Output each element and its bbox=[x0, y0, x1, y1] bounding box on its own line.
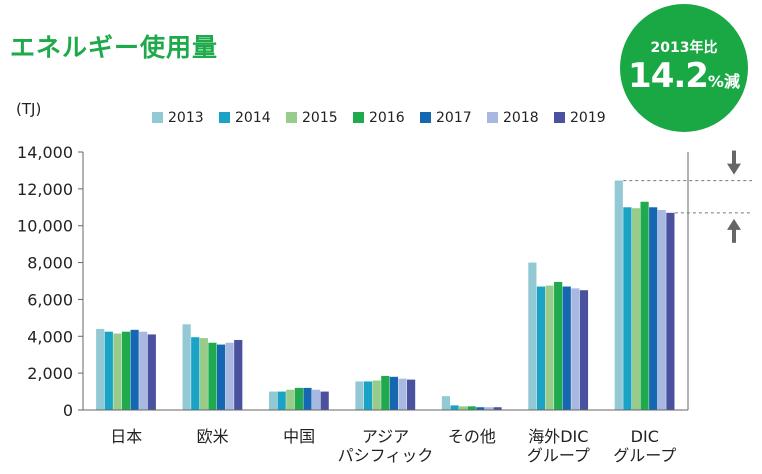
badge-baseline-label: 2013年比 bbox=[650, 40, 718, 56]
bar-2018-0 bbox=[139, 331, 148, 410]
bar-2013-0 bbox=[96, 328, 105, 410]
bar-2013-3 bbox=[355, 381, 364, 410]
bar-2015-1 bbox=[199, 338, 208, 410]
legend-label-2018: 2018 bbox=[503, 110, 539, 126]
y-tick-label: 2,000 bbox=[27, 364, 73, 383]
bar-2019-3 bbox=[407, 379, 416, 410]
bar-2019-2 bbox=[320, 391, 329, 410]
x-tick-label: アジア bbox=[362, 427, 409, 446]
up-arrow-head bbox=[727, 218, 741, 230]
legend-swatch-2015 bbox=[286, 112, 297, 123]
bar-2013-4 bbox=[441, 396, 451, 410]
legend-swatch-2018 bbox=[487, 112, 498, 123]
legend-swatch-2016 bbox=[353, 112, 364, 123]
legend-swatch-2019 bbox=[554, 112, 565, 123]
bar-2013-6 bbox=[614, 180, 623, 410]
bar-2018-3 bbox=[398, 378, 407, 410]
bar-2016-1 bbox=[208, 342, 217, 410]
bar-2015-6 bbox=[631, 208, 641, 410]
bar-2016-2 bbox=[294, 387, 303, 410]
bar-2018-4 bbox=[484, 407, 494, 410]
badge-value-line: 14.2%減 bbox=[620, 56, 748, 96]
down-arrow-head bbox=[727, 163, 741, 175]
bar-2017-3 bbox=[389, 376, 398, 410]
bar-2019-6 bbox=[666, 212, 675, 410]
bar-2014-0 bbox=[104, 331, 113, 410]
bar-2015-0 bbox=[113, 333, 122, 410]
x-tick-label: 日本 bbox=[110, 427, 142, 446]
legend-label-2016: 2016 bbox=[369, 110, 405, 126]
y-tick-label: 0 bbox=[63, 401, 73, 420]
legend-label-2017: 2017 bbox=[436, 110, 472, 126]
reduction-annotation bbox=[623, 150, 752, 243]
bar-2014-5 bbox=[536, 286, 546, 410]
x-tick-label: 欧米 bbox=[197, 427, 229, 446]
bar-2019-4 bbox=[493, 407, 502, 410]
x-tick-label: DIC bbox=[631, 427, 659, 446]
x-tick-label: その他 bbox=[448, 427, 496, 446]
x-tick-label: パシフィック bbox=[338, 446, 434, 465]
bar-marks bbox=[96, 180, 675, 410]
bar-2013-2 bbox=[268, 391, 278, 410]
down-arrow-shaft bbox=[732, 150, 736, 165]
legend-label-2013: 2013 bbox=[168, 110, 204, 126]
bar-2014-6 bbox=[623, 207, 632, 410]
page-title: エネルギー使用量 bbox=[10, 33, 219, 62]
bar-2017-1 bbox=[216, 344, 226, 410]
bar-2016-4 bbox=[467, 406, 476, 410]
y-axis-label: (TJ) bbox=[16, 100, 41, 118]
y-tick-label: 14,000 bbox=[17, 143, 73, 162]
bar-2016-0 bbox=[121, 331, 131, 410]
y-axis-ticks: 0 2,000 4,000 6,000 8,000 10,000 12,000 14,000 bbox=[17, 143, 83, 420]
bar-2018-1 bbox=[225, 342, 234, 410]
bar-2019-1 bbox=[234, 339, 243, 410]
legend-swatch-2017 bbox=[420, 112, 431, 123]
bar-2017-2 bbox=[303, 387, 312, 410]
bar-2019-5 bbox=[579, 290, 589, 410]
chart-legend: 2013 2014 2015 2016 2017 2018 2019 bbox=[152, 110, 606, 126]
bar-2018-5 bbox=[571, 288, 580, 410]
bar-2015-5 bbox=[545, 285, 554, 410]
x-tick-label: 海外DIC bbox=[528, 427, 588, 446]
bar-2018-2 bbox=[311, 389, 321, 410]
bar-2017-5 bbox=[562, 286, 571, 410]
legend-label-2014: 2014 bbox=[235, 110, 271, 126]
bar-2016-3 bbox=[381, 375, 390, 410]
legend-label-2015: 2015 bbox=[302, 110, 338, 126]
y-tick-label: 10,000 bbox=[17, 217, 73, 236]
bar-2014-1 bbox=[191, 337, 200, 410]
bar-2017-0 bbox=[130, 329, 139, 410]
badge-value: 14.2 bbox=[628, 56, 709, 96]
bar-2015-4 bbox=[459, 406, 468, 410]
bar-2015-2 bbox=[286, 389, 295, 410]
reduction-badge: 2013年比 14.2%減 bbox=[620, 4, 748, 132]
y-tick-label: 4,000 bbox=[27, 327, 73, 346]
bar-2013-1 bbox=[182, 324, 191, 410]
y-tick-label: 6,000 bbox=[27, 290, 73, 309]
bar-2018-6 bbox=[657, 210, 666, 410]
legend-label-2019: 2019 bbox=[570, 110, 606, 126]
x-tick-label: グループ bbox=[527, 446, 590, 465]
bar-2017-6 bbox=[649, 207, 658, 410]
plot-frame bbox=[82, 152, 689, 411]
y-tick-label: 12,000 bbox=[17, 180, 73, 199]
bar-2014-4 bbox=[450, 405, 459, 410]
bar-2013-5 bbox=[528, 262, 537, 410]
bar-2017-4 bbox=[476, 407, 485, 410]
bar-2016-5 bbox=[554, 281, 563, 410]
y-tick-label: 8,000 bbox=[27, 254, 73, 273]
legend-swatch-2013 bbox=[152, 112, 163, 123]
x-tick-label: グループ bbox=[613, 446, 676, 465]
bar-2015-3 bbox=[372, 380, 381, 410]
bar-2019-0 bbox=[147, 334, 156, 410]
x-tick-label: 中国 bbox=[283, 427, 315, 446]
bar-2016-6 bbox=[640, 201, 649, 410]
legend-swatch-2014 bbox=[219, 112, 230, 123]
up-arrow-shaft bbox=[732, 228, 736, 243]
bar-2014-3 bbox=[364, 381, 373, 410]
bar-2014-2 bbox=[277, 391, 286, 410]
badge-unit: %減 bbox=[707, 72, 740, 91]
